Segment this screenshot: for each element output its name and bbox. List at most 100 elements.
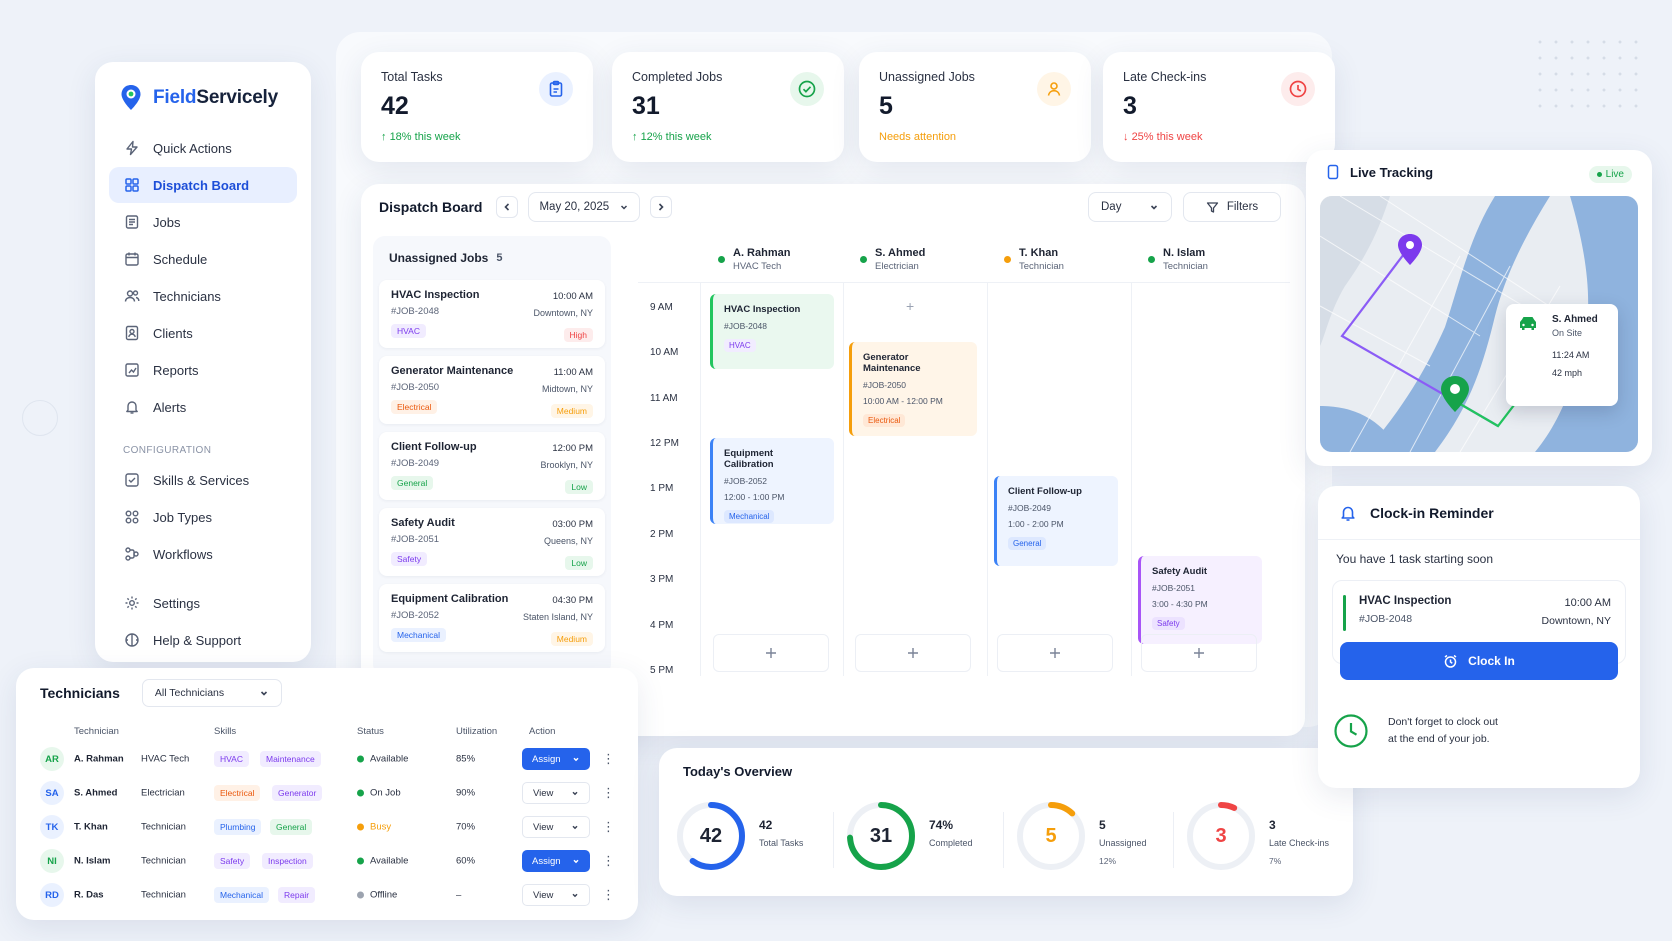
overview-item-unassigned[interactable]: 5 5 Unassigned 12% <box>1015 800 1175 880</box>
add-job-slot-button[interactable] <box>713 634 829 672</box>
upcoming-job-card[interactable]: HVAC Inspection #JOB-2048 10:00 AM Downt… <box>1332 580 1626 664</box>
view-button[interactable]: View <box>522 782 590 804</box>
tech-column-header[interactable]: S. Ahmed Electrician <box>860 236 925 282</box>
filters-button[interactable]: Filters <box>1183 192 1281 222</box>
sidebar-item-reports[interactable]: Reports <box>109 352 297 388</box>
job-tag: Electrical <box>391 400 438 414</box>
sidebar-item-label: Skills & Services <box>153 472 250 488</box>
technician-filter-select[interactable]: All Technicians <box>141 679 282 707</box>
utilization: 85% <box>456 753 476 765</box>
sidebar-item-jobs[interactable]: Jobs <box>109 204 297 240</box>
date-picker[interactable]: May 20, 2025 <box>528 192 641 222</box>
sidebar-item-alerts[interactable]: Alerts <box>109 389 297 425</box>
view-button[interactable]: View <box>522 884 590 906</box>
scheduled-job-block[interactable]: Generator Maintenance #JOB-2050 10:00 AM… <box>849 342 977 436</box>
stat-trend: Needs attention <box>879 131 957 143</box>
table-row[interactable]: RD R. Das Technician Mechanical Repair O… <box>16 878 638 912</box>
job-location: Brooklyn, NY <box>540 460 593 470</box>
more-options-icon[interactable]: ⋮ <box>602 853 615 868</box>
time-label: 5 PM <box>650 665 674 676</box>
dispatch-header: Dispatch Board May 20, 2025 Day Filters <box>361 184 1305 230</box>
plus-icon <box>766 648 776 658</box>
sidebar-item-label: Dispatch Board <box>153 177 250 193</box>
add-job-slot-button[interactable] <box>997 634 1113 672</box>
sidebar-item-skills-services[interactable]: Skills & Services <box>109 462 297 498</box>
clock-in-button[interactable]: Clock In <box>1340 642 1618 680</box>
sidebar-item-clients[interactable]: Clients <box>109 315 297 351</box>
table-row[interactable]: AR A. Rahman HVAC Tech HVAC Maintenance … <box>16 742 638 776</box>
avatar: TK <box>40 815 64 839</box>
tracking-map[interactable]: S. Ahmed On Site 11:24 AM 42 mph <box>1320 196 1638 452</box>
more-options-icon[interactable]: ⋮ <box>602 785 615 800</box>
stat-label: Total Tasks <box>381 70 443 84</box>
avatar: NI <box>40 849 64 873</box>
stat-value: 42 <box>381 92 409 120</box>
next-date-button[interactable] <box>650 196 673 218</box>
technician-location-popup[interactable]: S. Ahmed On Site 11:24 AM 42 mph <box>1506 304 1618 406</box>
technician-role: Technician <box>141 821 186 833</box>
priority-badge: High <box>563 328 593 342</box>
overview-value: 3 <box>1269 818 1276 832</box>
view-button[interactable]: View <box>522 816 590 838</box>
add-job-slot-button[interactable] <box>855 634 971 672</box>
time-label: 10 AM <box>650 347 679 358</box>
scheduled-job-block[interactable]: Equipment Calibration #JOB-2052 12:00 - … <box>710 438 834 524</box>
overview-item-late-checkins[interactable]: 3 3 Late Check-ins 7% <box>1185 800 1345 880</box>
more-options-icon[interactable]: ⋮ <box>602 819 615 834</box>
more-options-icon[interactable]: ⋮ <box>602 887 615 902</box>
table-row[interactable]: TK T. Khan Technician Plumbing General B… <box>16 810 638 844</box>
view-select[interactable]: Day <box>1088 192 1172 222</box>
unassigned-job-card[interactable]: HVAC Inspection #JOB-2048 HVAC 10:00 AM … <box>379 280 605 348</box>
table-row[interactable]: SA S. Ahmed Electrician Electrical Gener… <box>16 776 638 810</box>
sidebar-item-technicians[interactable]: Technicians <box>109 278 297 314</box>
overview-item-total-tasks[interactable]: 42 42 Total Tasks <box>675 800 835 880</box>
clock-icon <box>1281 72 1315 106</box>
stat-card-completed-jobs[interactable]: Completed Jobs 31 ↑ 12% this week <box>612 52 844 162</box>
tech-column-header[interactable]: T. Khan Technician <box>1004 236 1064 282</box>
brand-logo[interactable]: FieldServicely <box>109 80 297 116</box>
scheduled-job-block[interactable]: Client Follow-up #JOB-2049 1:00 - 2:00 P… <box>994 476 1118 566</box>
skill-tag: Generator <box>272 785 323 801</box>
sidebar-item-workflows[interactable]: Workflows <box>109 536 297 572</box>
assign-button[interactable]: Assign <box>522 850 590 872</box>
job-tag: HVAC <box>391 324 426 338</box>
stat-card-unassigned-jobs[interactable]: Unassigned Jobs 5 Needs attention <box>859 52 1091 162</box>
clockin-title: Clock-in Reminder <box>1370 504 1494 521</box>
tech-column-header[interactable]: A. Rahman HVAC Tech <box>718 236 790 282</box>
unassigned-job-card[interactable]: Equipment Calibration #JOB-2052 Mechanic… <box>379 584 605 652</box>
prev-date-button[interactable] <box>496 196 519 218</box>
stat-card-total-tasks[interactable]: Total Tasks 42 ↑ 18% this week <box>361 52 593 162</box>
tech-column-header[interactable]: N. Islam Technician <box>1148 236 1208 282</box>
unassigned-job-card[interactable]: Client Follow-up #JOB-2049 General 12:00… <box>379 432 605 500</box>
stat-card-late-checkins[interactable]: Late Check-ins 3 ↓ 25% this week <box>1103 52 1335 162</box>
technician-name: T. Khan <box>74 821 108 833</box>
status-dot <box>718 255 725 263</box>
job-name: HVAC Inspection <box>1359 595 1452 607</box>
technician-name: R. Das <box>74 889 104 901</box>
scheduled-job-block[interactable]: HVAC Inspection #JOB-2048 HVAC <box>710 294 834 369</box>
unassigned-job-card[interactable]: Generator Maintenance #JOB-2050 Electric… <box>379 356 605 424</box>
sidebar-item-dispatch-board[interactable]: Dispatch Board <box>109 167 297 203</box>
assign-button[interactable]: Assign <box>522 748 590 770</box>
config-heading: CONFIGURATION <box>123 445 212 456</box>
brand-name: FieldServicely <box>153 87 279 108</box>
more-options-icon[interactable]: ⋮ <box>602 751 615 766</box>
overview-item-completed[interactable]: 31 74% Completed <box>845 800 1005 880</box>
overview-percent: 7% <box>1269 856 1282 866</box>
table-row[interactable]: NI N. Islam Technician Safety Inspection… <box>16 844 638 878</box>
sidebar-item-help-support[interactable]: Help & Support <box>109 622 297 658</box>
chevron-down-icon <box>572 893 578 898</box>
sidebar-item-schedule[interactable]: Schedule <box>109 241 297 277</box>
job-location: Staten Island, NY <box>522 612 593 622</box>
status-badge: On Job <box>357 788 401 799</box>
add-job-slot-button[interactable] <box>1141 634 1257 672</box>
sidebar-item-quick-actions[interactable]: Quick Actions <box>109 130 297 166</box>
add-slot-plus-icon[interactable]: + <box>906 298 915 314</box>
sidebar-item-job-types[interactable]: Job Types <box>109 499 297 535</box>
sidebar-item-settings[interactable]: Settings <box>109 585 297 621</box>
scheduled-job-block[interactable]: Safety Audit #JOB-2051 3:00 - 4:30 PM Sa… <box>1138 556 1262 644</box>
progress-ring <box>1017 802 1085 870</box>
stat-trend: ↑ 18% this week <box>381 131 461 143</box>
unassigned-job-card[interactable]: Safety Audit #JOB-2051 Safety 03:00 PM Q… <box>379 508 605 576</box>
clipboard-icon <box>539 72 573 106</box>
